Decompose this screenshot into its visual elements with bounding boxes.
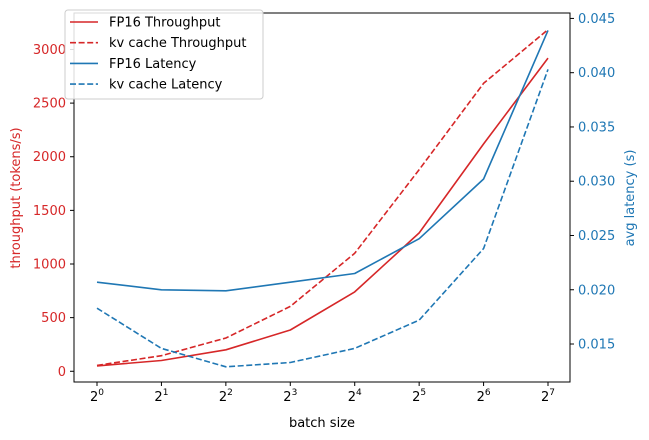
- y-right-tick-label: 0.020: [578, 283, 615, 298]
- x-tick-label: 23: [283, 388, 297, 405]
- x-tick-label: 20: [90, 388, 104, 405]
- series-line-kv-cache-throughput: [96, 28, 549, 367]
- x-tick-exponent: 0: [98, 388, 104, 398]
- plot-frame: [73, 12, 571, 383]
- legend-label: kv cache Throughput: [109, 36, 247, 51]
- x-tick-label: 22: [219, 388, 233, 405]
- y-left-tick-label: 1500: [33, 204, 66, 219]
- y-axis-left: 0 500 1000 1500 2000 2500 3000: [33, 43, 74, 380]
- x-tick-exponent: 4: [356, 388, 362, 398]
- legend: FP16 Throughput kv cache Throughput FP16 L…: [64, 9, 264, 100]
- x-tick-exponent: 7: [549, 388, 555, 398]
- legend-label: FP16 Throughput: [109, 16, 221, 31]
- x-axis-label: batch size: [289, 416, 355, 431]
- y-axis-right-label: avg latency (s): [623, 150, 638, 247]
- x-tick-label: 21: [154, 388, 168, 405]
- y-right-tick-label: 0.035: [578, 120, 615, 135]
- series-layer: [96, 28, 549, 368]
- x-tick-exponent: 1: [163, 388, 169, 398]
- y-right-tick-label: 0.045: [578, 12, 615, 27]
- y-left-tick-label: 2500: [33, 97, 66, 112]
- y-left-tick-label: 0: [58, 365, 66, 380]
- x-tick-base: 2: [348, 390, 356, 405]
- y-axis-right: 0.015 0.020 0.025 0.030 0.035 0.040 0.045: [570, 12, 615, 353]
- x-tick-base: 2: [154, 390, 162, 405]
- series-line-fp16-latency: [96, 30, 549, 292]
- legend-label: FP16 Latency: [109, 57, 197, 72]
- x-tick-label: 24: [348, 388, 362, 405]
- x-tick-base: 2: [90, 390, 98, 405]
- x-tick-base: 2: [219, 390, 227, 405]
- y-left-tick-label: 2000: [33, 150, 66, 165]
- y-left-tick-label: 500: [41, 311, 66, 326]
- y-left-tick-label: 3000: [33, 43, 66, 58]
- x-tick-base: 2: [283, 390, 291, 405]
- y-right-tick-label: 0.040: [578, 66, 615, 81]
- x-tick-exponent: 6: [485, 388, 491, 398]
- y-axis-left-label: throughput (tokens/s): [9, 127, 24, 268]
- legend-label: kv cache Latency: [109, 78, 223, 93]
- y-right-tick-label: 0.015: [578, 338, 615, 353]
- legend-box: [64, 9, 264, 100]
- x-tick-base: 2: [541, 390, 549, 405]
- x-axis: 20 21 22 23 24 25 26 27: [90, 382, 555, 405]
- x-tick-base: 2: [477, 390, 485, 405]
- x-tick-exponent: 5: [420, 388, 426, 398]
- x-tick-exponent: 2: [227, 388, 233, 398]
- series-line-fp16-throughput: [96, 57, 549, 367]
- y-right-tick-label: 0.025: [578, 229, 615, 244]
- y-right-tick-label: 0.030: [578, 175, 615, 190]
- x-tick-label: 27: [541, 388, 555, 405]
- x-tick-label: 25: [412, 388, 426, 405]
- x-tick-exponent: 3: [292, 388, 298, 398]
- x-tick-base: 2: [412, 390, 420, 405]
- y-left-tick-label: 1000: [33, 258, 66, 273]
- x-tick-label: 26: [477, 388, 491, 405]
- series-line-kv-cache-latency: [96, 69, 549, 368]
